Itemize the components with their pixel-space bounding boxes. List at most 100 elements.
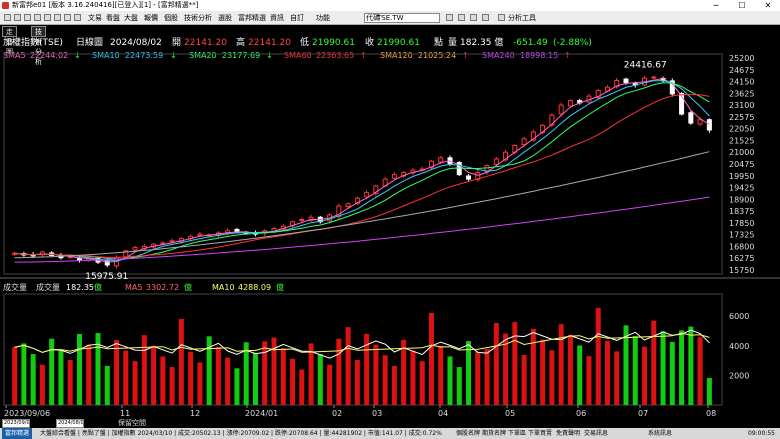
sma120-label: SMA120 <box>380 51 413 60</box>
volume-bar <box>151 345 157 405</box>
maximize-button[interactable]: ☐ <box>738 1 746 10</box>
volume-bar <box>317 354 323 405</box>
volume-bar <box>39 364 45 405</box>
status-ticker: 大盤綜合看盤 | 亮點了盤 | 加權指數 2024/03/10 | 成交:205… <box>40 430 442 437</box>
low-label: 低 <box>300 38 310 48</box>
price-axis-label: 25200 <box>729 54 754 63</box>
range-controls: 2023/09/06 2024/08/02 保留空間 <box>0 419 780 428</box>
menu-item-market[interactable]: 大盤 <box>124 14 138 22</box>
window-title: 新富邦e01 [版本 3.16.240416][已登入][1] - [富邦精選*… <box>12 1 199 9</box>
volume-label: 成交量 <box>36 283 60 292</box>
menu-item-quote[interactable]: 報價 <box>144 14 158 22</box>
candle-body <box>428 160 434 169</box>
help-icon[interactable] <box>74 14 81 21</box>
time-axis-label: 04 <box>438 409 448 418</box>
sma240-line <box>14 196 710 263</box>
volume-bar <box>252 352 258 405</box>
print-icon[interactable] <box>34 14 41 21</box>
menu-item-trade[interactable]: 文易 <box>88 14 102 22</box>
price-axis-label: 19425 <box>729 184 754 193</box>
quote-bar: 加權指數(TSE) 日線圖 2024/08/02 開 22141.20 高 22… <box>0 37 780 50</box>
volume-bar <box>21 343 27 405</box>
volume-bar <box>549 350 555 405</box>
menu-item-stock[interactable]: 個股 <box>164 14 178 22</box>
sma20-label: SMA20 <box>189 51 217 60</box>
change-percent: (-2.88%) <box>553 38 592 48</box>
volume-bar <box>697 337 703 405</box>
title-bar: 新富邦e01 [版本 3.16.240416][已登入][1] - [富邦精選*… <box>0 0 780 11</box>
menu-item-technical[interactable]: 技術分析 <box>184 14 212 22</box>
volume-bar <box>123 350 129 405</box>
search-icon[interactable] <box>446 14 453 21</box>
sma10-arrow: ↓ <box>170 51 177 60</box>
instrument-name: 加權指數(TSE) <box>3 38 63 48</box>
price-axis-label: 22575 <box>729 113 754 122</box>
time-axis-label: 07 <box>638 409 648 418</box>
status-link-trade-msg[interactable]: 交易訊息 <box>584 430 609 437</box>
status-link-order[interactable]: 下單區 <box>508 430 527 437</box>
symbol-input[interactable]: 代碼 TSE.TW <box>364 13 440 23</box>
volume-bar <box>132 361 138 405</box>
price-axis-label: 16275 <box>729 254 754 263</box>
home-icon[interactable] <box>4 14 11 21</box>
candle-body <box>456 162 462 176</box>
volume-bar <box>642 346 648 405</box>
list-icon[interactable] <box>470 14 477 21</box>
menu-item-screener[interactable]: 選股 <box>218 14 232 22</box>
range-end-select[interactable]: 2024/08/02 <box>56 419 84 428</box>
status-link-stock[interactable]: 個股名牌 <box>456 430 481 437</box>
low-value: 21990.61 <box>312 38 355 48</box>
price-axis-label: 18375 <box>729 207 754 216</box>
sma5-line <box>14 78 710 263</box>
sma240-label: SMA240 <box>482 51 515 60</box>
close-button[interactable]: ✕ <box>764 1 772 10</box>
volume-bar <box>12 347 18 405</box>
time-axis-label: 2023/09/06 <box>4 409 50 418</box>
sma60-value: 22363.65 <box>316 51 355 60</box>
candle-body <box>521 138 527 146</box>
volume-bar <box>512 322 518 405</box>
refresh-icon[interactable] <box>24 14 31 21</box>
minimize-button[interactable]: ─ <box>713 1 719 10</box>
menu-item-custom[interactable]: 自訂 <box>290 14 304 22</box>
menu-item-info[interactable]: 資訊 <box>270 14 284 22</box>
volume-bar <box>632 336 638 405</box>
tab-tick-chart[interactable]: 走勢圖 <box>2 26 17 56</box>
volume-bar <box>447 356 453 405</box>
menu-item-featured[interactable]: 富邦精選 <box>238 14 266 22</box>
window-icon[interactable] <box>44 14 51 21</box>
volume-bar <box>354 360 360 405</box>
candle-body <box>669 80 675 95</box>
candle-body <box>679 92 685 115</box>
tab-technical-analysis[interactable]: 技術分析 <box>31 26 46 66</box>
settings-icon[interactable] <box>64 14 71 21</box>
status-link-futures[interactable]: 期貨名牌 <box>482 430 507 437</box>
menu-item-function[interactable]: 功能 <box>316 14 330 22</box>
status-link-order-trade[interactable]: 下單買賣 <box>528 430 553 437</box>
volume-bar <box>49 338 55 405</box>
open-label: 開 <box>172 38 182 48</box>
volume-bar <box>660 331 666 405</box>
layout-icon[interactable] <box>54 14 61 21</box>
grid-icon[interactable] <box>458 14 465 21</box>
candle-body <box>391 174 397 179</box>
analysis-tools-icon[interactable] <box>498 14 505 21</box>
candle-body <box>614 79 620 88</box>
status-link-disclaimer[interactable]: 免責聲明 <box>556 430 581 437</box>
volume-pane-frame <box>3 293 723 406</box>
candle-body <box>530 131 536 141</box>
time-axis-label: 11 <box>120 409 130 418</box>
menu-item-watch[interactable]: 看盤 <box>106 14 120 22</box>
price-axis-label: 20475 <box>729 160 754 169</box>
volume-bar <box>299 369 305 405</box>
menu-item-analysis-tools[interactable]: 分析工具 <box>508 14 536 22</box>
volume-unit: 億 <box>94 283 102 292</box>
range-start-select[interactable]: 2023/09/06 <box>2 419 30 428</box>
status-left-tab[interactable]: 富邦精選 <box>2 428 33 439</box>
sma60-label: SMA60 <box>284 51 312 60</box>
chart-icon[interactable] <box>482 14 489 21</box>
status-link-system-msg[interactable]: 系統訊息 <box>648 430 673 437</box>
back-icon[interactable] <box>14 14 21 21</box>
price-axis-label: 22050 <box>729 125 754 134</box>
